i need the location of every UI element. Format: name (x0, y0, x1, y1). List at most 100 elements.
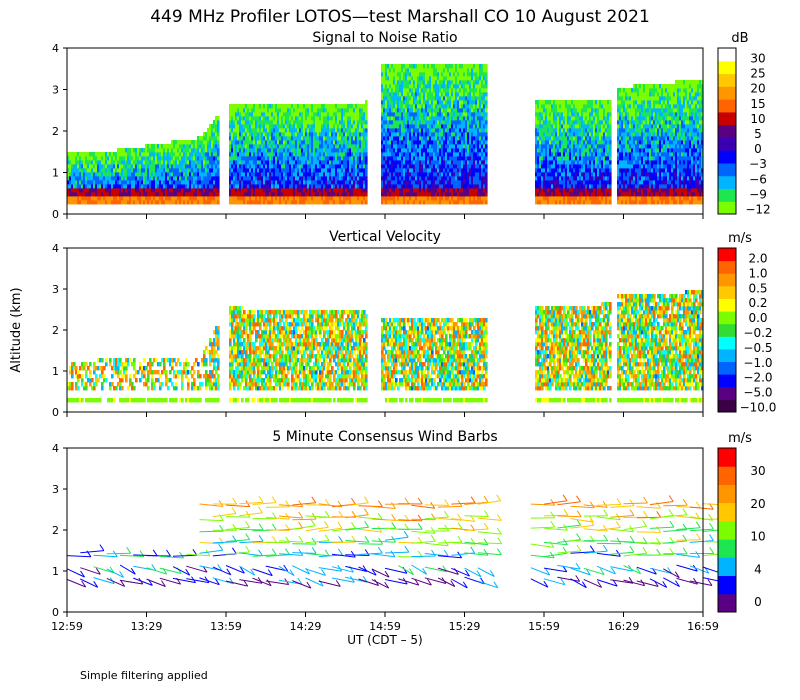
heatmap-cell (261, 180, 264, 185)
heatmap-cell (127, 168, 130, 173)
heatmap-cell (429, 72, 432, 77)
heatmap-cell (479, 68, 482, 73)
heatmap-cell (303, 136, 306, 141)
heatmap-cell (131, 156, 134, 161)
heatmap-cell (163, 196, 166, 201)
heatmap-cell (79, 200, 82, 205)
heatmap-cell (311, 132, 314, 137)
heatmap-cell (481, 76, 484, 81)
heatmap-cell (251, 188, 254, 193)
heatmap-cell (137, 180, 140, 185)
heatmap-cell (417, 148, 420, 153)
heatmap-cell (435, 92, 438, 97)
heatmap-cell (261, 140, 264, 145)
heatmap-cell (187, 164, 190, 169)
heatmap-cell (257, 136, 260, 141)
heatmap-cell (215, 128, 218, 133)
heatmap-cell (355, 176, 358, 181)
heatmap-cell (473, 92, 476, 97)
heatmap-cell (413, 164, 416, 169)
heatmap-cell (217, 140, 220, 145)
heatmap-cell (307, 112, 310, 117)
heatmap-cell (387, 128, 390, 133)
heatmap-cell (217, 172, 220, 177)
heatmap-cell (451, 172, 454, 177)
heatmap-cell (415, 92, 418, 97)
heatmap-cell (233, 152, 236, 157)
heatmap-cell (173, 188, 176, 193)
heatmap-cell (485, 200, 488, 205)
heatmap-cell (243, 164, 246, 169)
heatmap-cell (131, 152, 134, 157)
heatmap-cell (387, 76, 390, 81)
heatmap-cell (259, 140, 262, 145)
heatmap-cell (437, 100, 440, 105)
heatmap-cell (259, 104, 262, 109)
heatmap-cell (337, 144, 340, 149)
heatmap-cell (383, 136, 386, 141)
heatmap-cell (441, 80, 444, 85)
heatmap-cell (479, 136, 482, 141)
heatmap-cell (349, 148, 352, 153)
heatmap-cell (287, 168, 290, 173)
heatmap-cell (283, 124, 286, 129)
heatmap-cell (543, 120, 546, 125)
heatmap-cell (543, 116, 546, 121)
heatmap-cell (385, 184, 388, 189)
heatmap-cell (197, 152, 200, 157)
heatmap-cell (177, 156, 180, 161)
heatmap-cell (485, 116, 488, 121)
heatmap-cell (303, 128, 306, 133)
heatmap-cell (259, 168, 262, 173)
heatmap-cell (411, 84, 414, 89)
heatmap-cell (325, 176, 328, 181)
heatmap-cell (267, 192, 270, 197)
heatmap-cell (193, 188, 196, 193)
heatmap-cell (133, 168, 136, 173)
heatmap-cell (467, 144, 470, 149)
heatmap-cell (279, 132, 282, 137)
heatmap-cell (187, 140, 190, 145)
heatmap-cell (255, 120, 258, 125)
heatmap-cell (451, 144, 454, 149)
heatmap-cell (313, 128, 316, 133)
heatmap-cell (143, 180, 146, 185)
heatmap-cell (151, 168, 154, 173)
heatmap-cell (425, 132, 428, 137)
heatmap-cell (459, 176, 462, 181)
heatmap-cell (149, 192, 152, 197)
heatmap-cell (429, 88, 432, 93)
heatmap-cell (199, 160, 202, 165)
heatmap-cell (83, 168, 86, 173)
heatmap-cell (383, 96, 386, 101)
heatmap-cell (387, 156, 390, 161)
heatmap-cell (173, 200, 176, 205)
heatmap-cell (243, 132, 246, 137)
heatmap-cell (477, 100, 480, 105)
heatmap-cell (305, 160, 308, 165)
heatmap-cell (427, 100, 430, 105)
heatmap-cell (67, 160, 70, 165)
heatmap-cell (403, 108, 406, 113)
heatmap-cell (127, 192, 130, 197)
heatmap-cell (81, 164, 84, 169)
heatmap-cell (319, 124, 322, 129)
heatmap-cell (385, 172, 388, 177)
heatmap-cell (381, 84, 384, 89)
heatmap-cell (263, 104, 266, 109)
heatmap-cell (179, 148, 182, 153)
heatmap-cell (69, 180, 72, 185)
heatmap-cell (413, 156, 416, 161)
heatmap-cell (385, 132, 388, 137)
heatmap-cell (253, 104, 256, 109)
heatmap-cell (357, 120, 360, 125)
heatmap-cell (385, 76, 388, 81)
heatmap-cell (235, 156, 238, 161)
heatmap-cell (165, 144, 168, 149)
heatmap-cell (389, 160, 392, 165)
heatmap-cell (353, 140, 356, 145)
heatmap-cell (431, 200, 434, 205)
heatmap-cell (173, 156, 176, 161)
heatmap-cell (97, 168, 100, 173)
heatmap-cell (419, 128, 422, 133)
